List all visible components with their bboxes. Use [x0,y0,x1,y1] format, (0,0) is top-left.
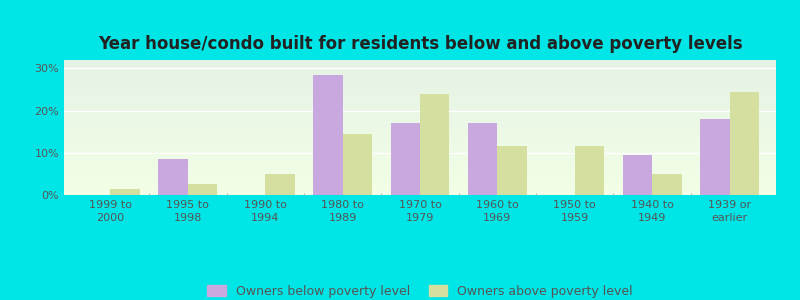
Legend: Owners below poverty level, Owners above poverty level: Owners below poverty level, Owners above… [207,285,633,298]
Bar [700,119,730,195]
Bar [188,184,218,195]
Bar [266,174,294,195]
Bar [314,75,342,195]
Bar [342,134,372,195]
Bar [420,94,450,195]
Title: Year house/condo built for residents below and above poverty levels: Year house/condo built for residents bel… [98,35,742,53]
Bar [468,123,498,195]
Bar [498,146,527,195]
Bar [390,123,420,195]
Bar [730,92,759,195]
Bar [158,159,188,195]
Bar [574,146,604,195]
Bar [622,155,652,195]
Bar [110,189,140,195]
Bar [652,174,682,195]
